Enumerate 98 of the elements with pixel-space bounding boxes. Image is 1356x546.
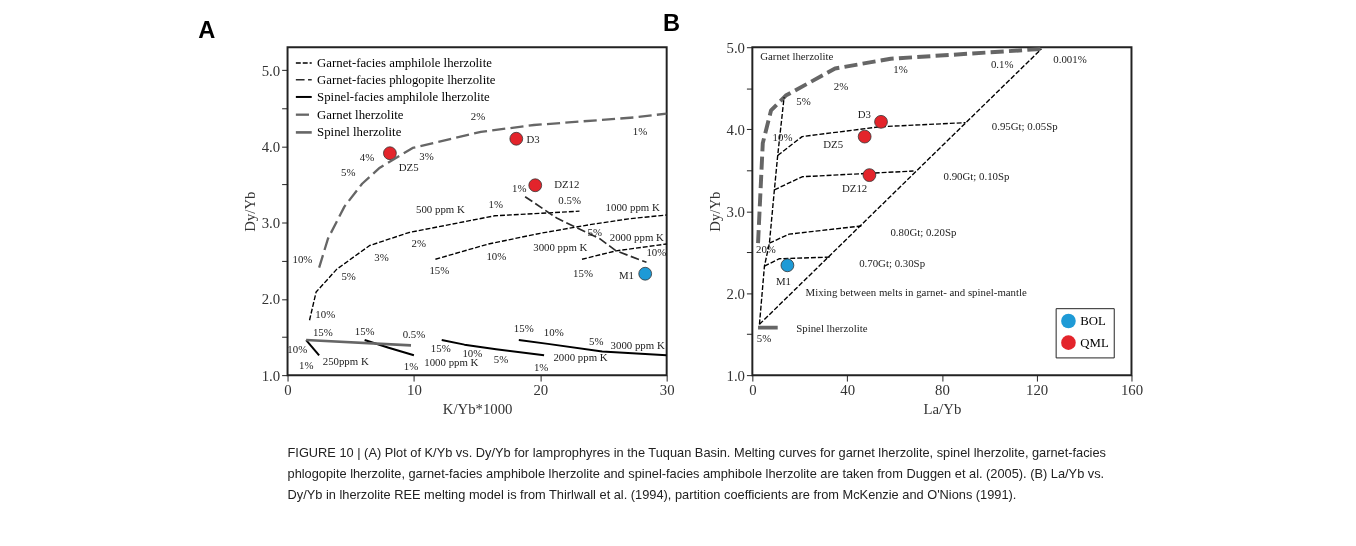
caption: FIGURE 10 | (A) Plot of K/Yb vs. Dy/Yb for lamprophyres in the Tuquan Basin. Melting curves for garnet lherzolite, spinel lherzolite, garnet-facies phlogopite lherzolite, garnet-facies amphibole lherzolite and spinel-facies amphibole lherzolite are taken from Duggen et al. (2005). (B) La/Yb vs. Dy/Yb in lherzolite REE melting model is from Thirlwall et al. (1994), partition coefficients are from McKenzie and O'Nions (1991). — [287, 445, 1106, 502]
annotation: 20% — [755, 243, 776, 256]
annotation: M1 — [775, 274, 791, 287]
annotation: 5% — [796, 95, 811, 108]
annotation: 0.001% — [1053, 52, 1087, 65]
annotation: 0.5% — [402, 327, 426, 340]
annotation: 3000 ppm K — [533, 241, 588, 254]
annotation: 0.5% — [558, 194, 581, 207]
annotation: 10% — [646, 246, 667, 259]
x-tick-label: 120 — [1026, 382, 1049, 399]
legend-label: Garnet-facies phlogopite lherzolite — [317, 72, 496, 87]
annotation: D3 — [857, 107, 871, 120]
y-tick-label: 2.0 — [261, 291, 281, 308]
annotation: 10% — [772, 131, 793, 144]
x-tick-label: 160 — [1120, 382, 1144, 399]
point — [638, 266, 653, 281]
legend-label: Garnet-facies amphilole lherzolite — [317, 55, 493, 70]
annotation: 4% — [359, 150, 375, 163]
point — [383, 146, 397, 161]
x-tick-label: 0 — [284, 382, 292, 399]
y-tick-label: 3.0 — [726, 203, 745, 220]
annotation: 0.1% — [990, 58, 1014, 71]
annotation: 1% — [632, 125, 648, 138]
line-series — [317, 112, 667, 269]
x-tick-label: 0 — [749, 382, 757, 399]
annotation: 10% — [292, 252, 313, 265]
annotation: 10% — [543, 326, 564, 338]
x-tick-label: 30 — [659, 382, 675, 399]
y-tick-label: 5.0 — [726, 39, 745, 56]
annotation: 5% — [493, 353, 509, 365]
annotation: 1% — [512, 181, 527, 194]
annotation: 15% — [430, 341, 451, 354]
annotation: M1 — [618, 268, 634, 281]
point — [528, 178, 543, 193]
annotation: 2% — [833, 80, 849, 93]
x-axis-title: La/Yb — [923, 401, 962, 418]
y-tick-label: 1.0 — [726, 367, 745, 384]
annotation: Mixing between melts in garnet- and spinel-mantle — [805, 286, 1028, 299]
annotation: 15% — [354, 325, 375, 338]
annotation: 5% — [589, 334, 604, 347]
annotation: 0.95Gt; 0.05Sp — [991, 119, 1058, 132]
annotation: 2000 ppm K — [609, 230, 665, 243]
annotation: 5% — [341, 165, 356, 178]
x-tick-label: 20 — [533, 382, 549, 399]
legend-label: Garnet lherzolite — [317, 107, 404, 122]
annotation: Spinel lherzolite — [796, 321, 868, 334]
y-tick-label: 2.0 — [726, 285, 745, 302]
annotation: 0.70Gt; 0.30Sp — [859, 256, 926, 269]
y-tick-label: 4.0 — [261, 138, 281, 155]
y-axis-title: Dy/Yb — [241, 191, 258, 232]
y-tick-label: 3.0 — [261, 215, 281, 232]
annotation: DZ5 — [398, 160, 419, 173]
annotation: 15% — [573, 266, 593, 279]
x-tick-label: 40 — [840, 382, 856, 399]
annotation: Garnet lherzolite — [760, 50, 834, 63]
annotation: 1000 ppm K — [605, 200, 660, 213]
annotation: 2000 ppm K — [553, 351, 608, 364]
annotation: 5% — [756, 332, 772, 345]
annotation: 1% — [488, 197, 504, 210]
annotation: 0.80Gt; 0.20Sp — [890, 225, 957, 238]
annotation: DZ5 — [823, 138, 844, 151]
annotation: 15% — [312, 326, 333, 339]
annotation: 3% — [419, 149, 434, 162]
y-tick-label: 1.0 — [261, 367, 281, 384]
legend-label: Spinel lherzolite — [317, 125, 402, 140]
chart-title: B — [662, 10, 681, 37]
annotation: 3% — [374, 251, 389, 264]
annotation: DZ12 — [554, 178, 580, 191]
x-tick-label: 80 — [935, 382, 950, 399]
annotation: 2% — [411, 237, 426, 250]
annotation: 1% — [403, 360, 419, 373]
x-tick-label: 10 — [407, 382, 422, 399]
legend-label: Spinel-facies amphilole lherzolite — [317, 89, 491, 104]
x-axis-title: K/Yb*1000 — [442, 401, 513, 418]
annotation: 15% — [513, 322, 534, 335]
annotation: 1% — [533, 361, 549, 374]
annotation: 250ppm K — [322, 355, 369, 368]
annotation: 2% — [470, 110, 486, 123]
legend-label: QML — [1080, 335, 1109, 350]
annotation: D3 — [526, 132, 540, 145]
annotation: 0.90Gt; 0.10Sp — [943, 169, 1010, 182]
annotation: 1% — [893, 63, 908, 76]
annotation: 10% — [315, 308, 336, 321]
y-tick-label: 4.0 — [726, 121, 745, 138]
y-axis-title: Dy/Yb — [706, 191, 723, 232]
legend-label: BOL — [1080, 313, 1107, 328]
annotation: DZ12 — [842, 181, 868, 194]
annotation: 5% — [587, 225, 602, 238]
annotation: 500 ppm K — [416, 202, 465, 215]
annotation: 1% — [299, 359, 314, 372]
y-tick-label: 5.0 — [261, 62, 281, 79]
annotation: 3000 ppm K — [610, 338, 665, 351]
annotation: 5% — [341, 269, 356, 282]
chart-title: A — [198, 17, 216, 44]
point — [509, 131, 524, 146]
annotation: 10% — [287, 342, 308, 355]
annotation: 15% — [429, 264, 450, 276]
annotation: 10% — [486, 249, 507, 262]
